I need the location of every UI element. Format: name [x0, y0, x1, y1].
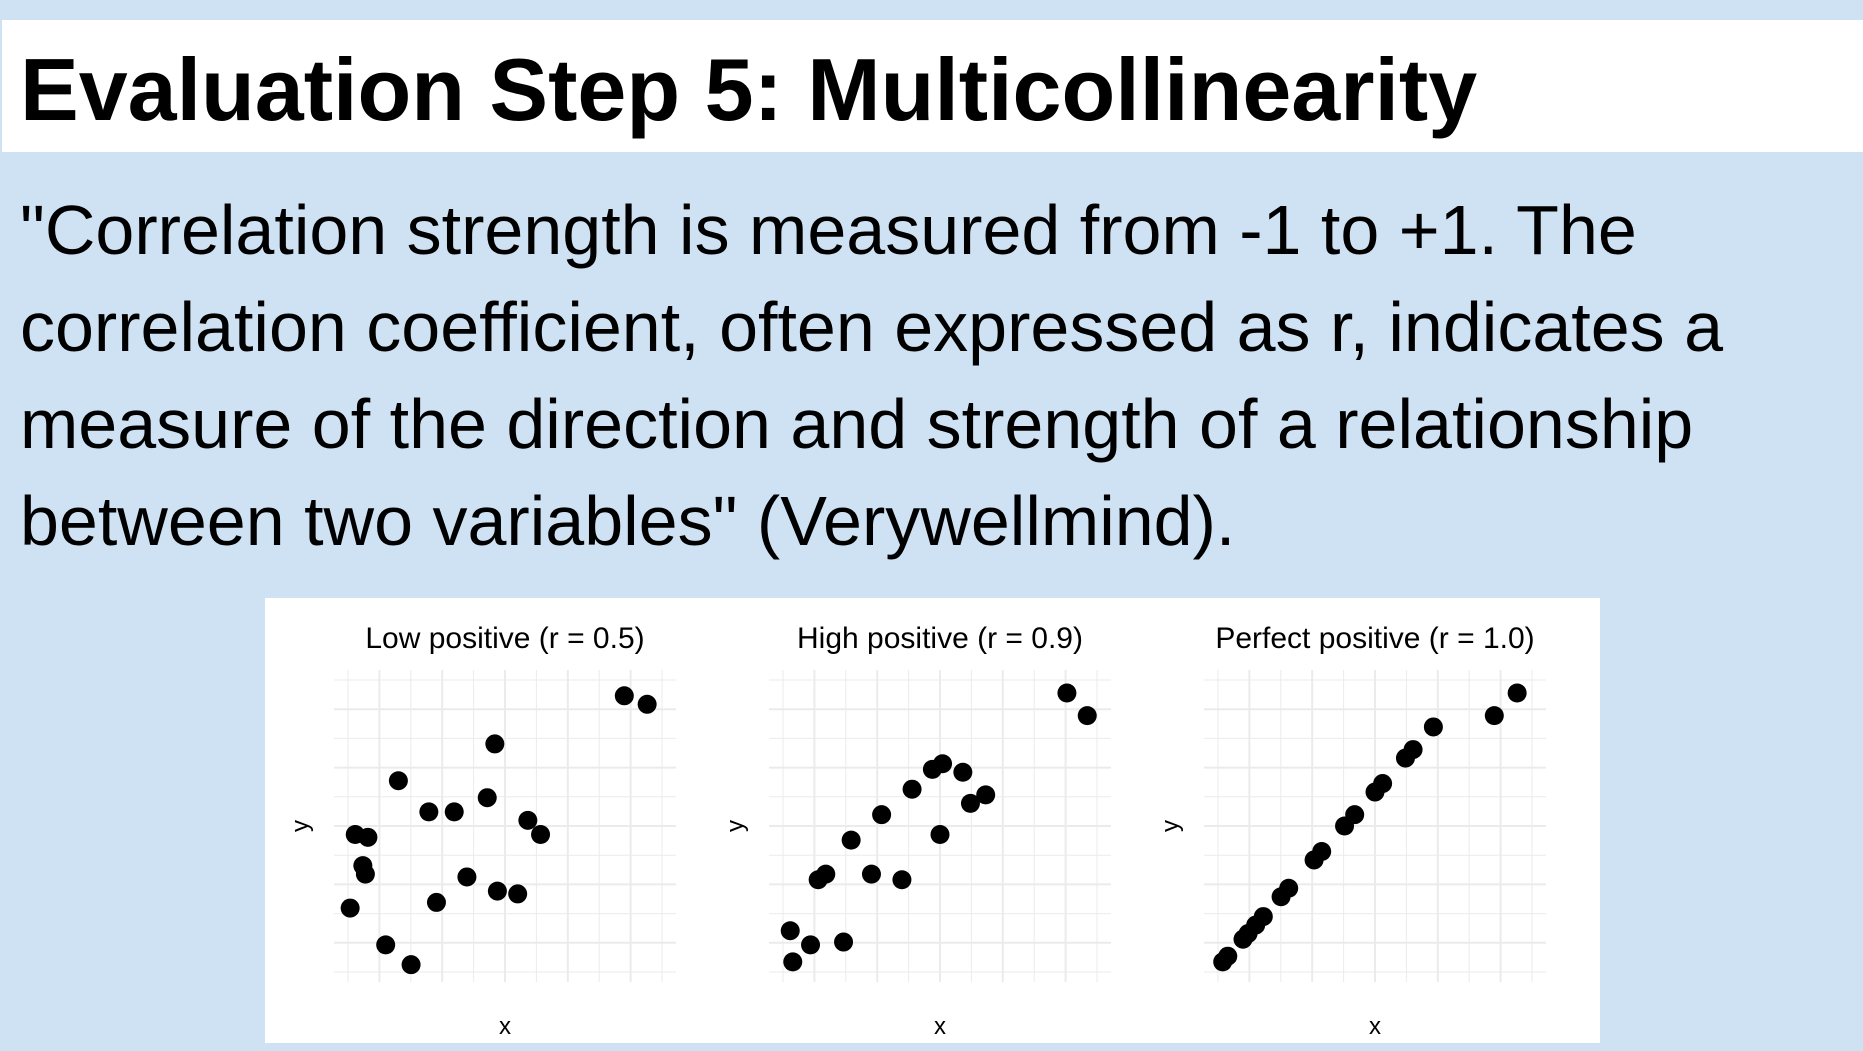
data-point	[933, 754, 953, 774]
data-point	[508, 884, 528, 904]
data-point	[1484, 706, 1504, 726]
data-point	[340, 898, 360, 918]
data-point	[892, 870, 912, 890]
data-point	[531, 824, 551, 844]
data-point	[1312, 841, 1332, 861]
panel-title: Perfect positive (r = 1.0)	[1215, 622, 1534, 655]
data-point	[1423, 717, 1443, 737]
data-point	[426, 892, 446, 912]
scatter-panel-2: High positive (r = 0.9) x y	[722, 622, 1111, 1040]
data-point	[614, 686, 634, 706]
data-point	[953, 762, 973, 782]
data-point	[1057, 683, 1077, 703]
panel-title: High positive (r = 0.9)	[797, 622, 1083, 655]
data-point	[872, 805, 892, 825]
data-point	[780, 921, 800, 941]
scatter-panel-3: Perfect positive (r = 1.0) x y	[1157, 622, 1546, 1040]
data-point	[1403, 740, 1423, 760]
data-point	[401, 955, 421, 975]
data-point	[457, 867, 477, 887]
data-point	[355, 864, 375, 884]
data-point	[783, 952, 803, 972]
data-point	[834, 932, 854, 952]
slide-title: Evaluation Step 5: Multicollinearity	[20, 40, 1478, 139]
data-point	[801, 935, 821, 955]
data-point	[419, 802, 439, 822]
correlation-figure: Low positive (r = 0.5) x y High positive (r…	[265, 598, 1600, 1043]
data-point	[1507, 683, 1527, 703]
data-point	[485, 734, 505, 754]
x-axis-label: x	[499, 1013, 511, 1040]
scatter-panel-1: Low positive (r = 0.5) x y	[287, 622, 676, 1040]
data-point	[487, 881, 507, 901]
data-point	[930, 824, 950, 844]
data-point	[1218, 946, 1238, 966]
data-point	[976, 785, 996, 805]
data-point	[841, 830, 861, 850]
data-point	[518, 810, 538, 830]
data-point	[1077, 706, 1097, 726]
data-point	[861, 864, 881, 884]
panel-title: Low positive (r = 0.5)	[365, 622, 644, 655]
data-point	[388, 771, 408, 791]
y-axis-label: y	[1157, 820, 1184, 832]
data-point	[1279, 878, 1299, 898]
data-point	[1253, 907, 1273, 927]
data-point	[816, 864, 836, 884]
data-point	[902, 779, 922, 799]
data-point	[637, 694, 657, 714]
x-axis-label: x	[1369, 1013, 1381, 1040]
data-point	[444, 802, 464, 822]
y-axis-label: y	[287, 820, 314, 832]
data-point	[960, 793, 980, 813]
data-point	[477, 788, 497, 808]
data-point	[358, 827, 378, 847]
title-bar	[2, 20, 1863, 152]
quote-text: "Correlation strength is measured from -…	[20, 191, 1724, 560]
y-axis-label: y	[722, 820, 749, 832]
data-point	[1345, 805, 1365, 825]
data-point	[1373, 774, 1393, 794]
x-axis-label: x	[934, 1013, 946, 1040]
data-point	[376, 935, 396, 955]
